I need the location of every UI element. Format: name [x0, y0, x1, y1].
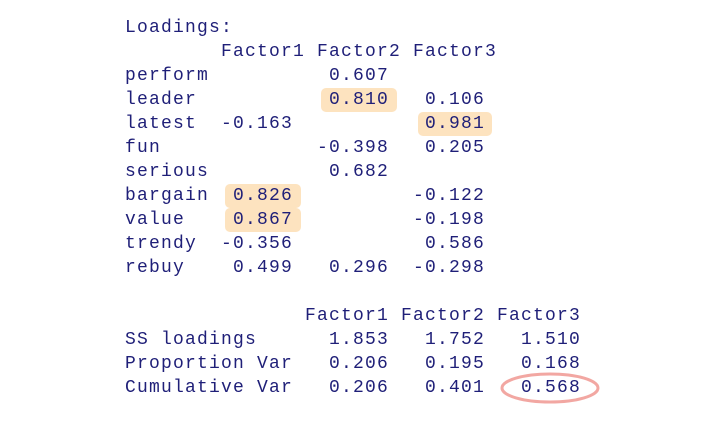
row-label: leader [125, 90, 198, 110]
column-header: Factor1 [221, 42, 306, 62]
row-label: trendy [125, 234, 198, 254]
highlight [321, 88, 397, 112]
section-title: Loadings: [125, 18, 234, 38]
loading-value: 0.586 [424, 234, 485, 254]
row-label: serious [125, 162, 210, 182]
loading-value: -0.198 [412, 210, 485, 230]
loading-value: 0.682 [328, 162, 389, 182]
row-label: perform [125, 66, 210, 86]
row-label: fun [125, 138, 162, 158]
summary-value: 0.195 [424, 354, 485, 374]
summary-value: 0.568 [520, 378, 581, 398]
summary-value: 0.168 [520, 354, 581, 374]
highlight [418, 112, 492, 136]
row-label: Cumulative Var [125, 378, 294, 398]
loading-value: 0.106 [424, 90, 485, 110]
loading-value: -0.398 [316, 138, 389, 158]
loading-value: 0.499 [232, 258, 293, 278]
loading-value: -0.356 [220, 234, 293, 254]
column-header: Factor2 [317, 42, 402, 62]
loading-value: 0.205 [424, 138, 485, 158]
loading-value: 0.826 [232, 186, 293, 206]
summary-value: 0.206 [328, 378, 389, 398]
circle-annotation [500, 372, 600, 404]
row-label: SS loadings [125, 330, 258, 350]
column-header: Factor3 [413, 42, 498, 62]
loading-value: -0.298 [412, 258, 485, 278]
loading-value: 0.607 [328, 66, 389, 86]
row-label: value [125, 210, 186, 230]
loading-value: 0.867 [232, 210, 293, 230]
summary-value: 0.401 [424, 378, 485, 398]
loading-value: 0.981 [424, 114, 485, 134]
summary-value: 1.510 [520, 330, 581, 350]
column-header: Factor3 [497, 306, 582, 326]
row-label: latest [125, 114, 198, 134]
row-label: bargain [125, 186, 210, 206]
summary-value: 1.752 [424, 330, 485, 350]
highlight [225, 208, 301, 232]
column-header: Factor1 [305, 306, 390, 326]
loading-value: -0.122 [412, 186, 485, 206]
summary-value: 0.206 [328, 354, 389, 374]
row-label: Proportion Var [125, 354, 294, 374]
highlight [225, 184, 301, 208]
summary-value: 1.853 [328, 330, 389, 350]
column-header: Factor2 [401, 306, 486, 326]
loading-value: -0.163 [220, 114, 293, 134]
loading-value: 0.810 [328, 90, 389, 110]
loading-value: 0.296 [328, 258, 389, 278]
row-label: rebuy [125, 258, 186, 278]
